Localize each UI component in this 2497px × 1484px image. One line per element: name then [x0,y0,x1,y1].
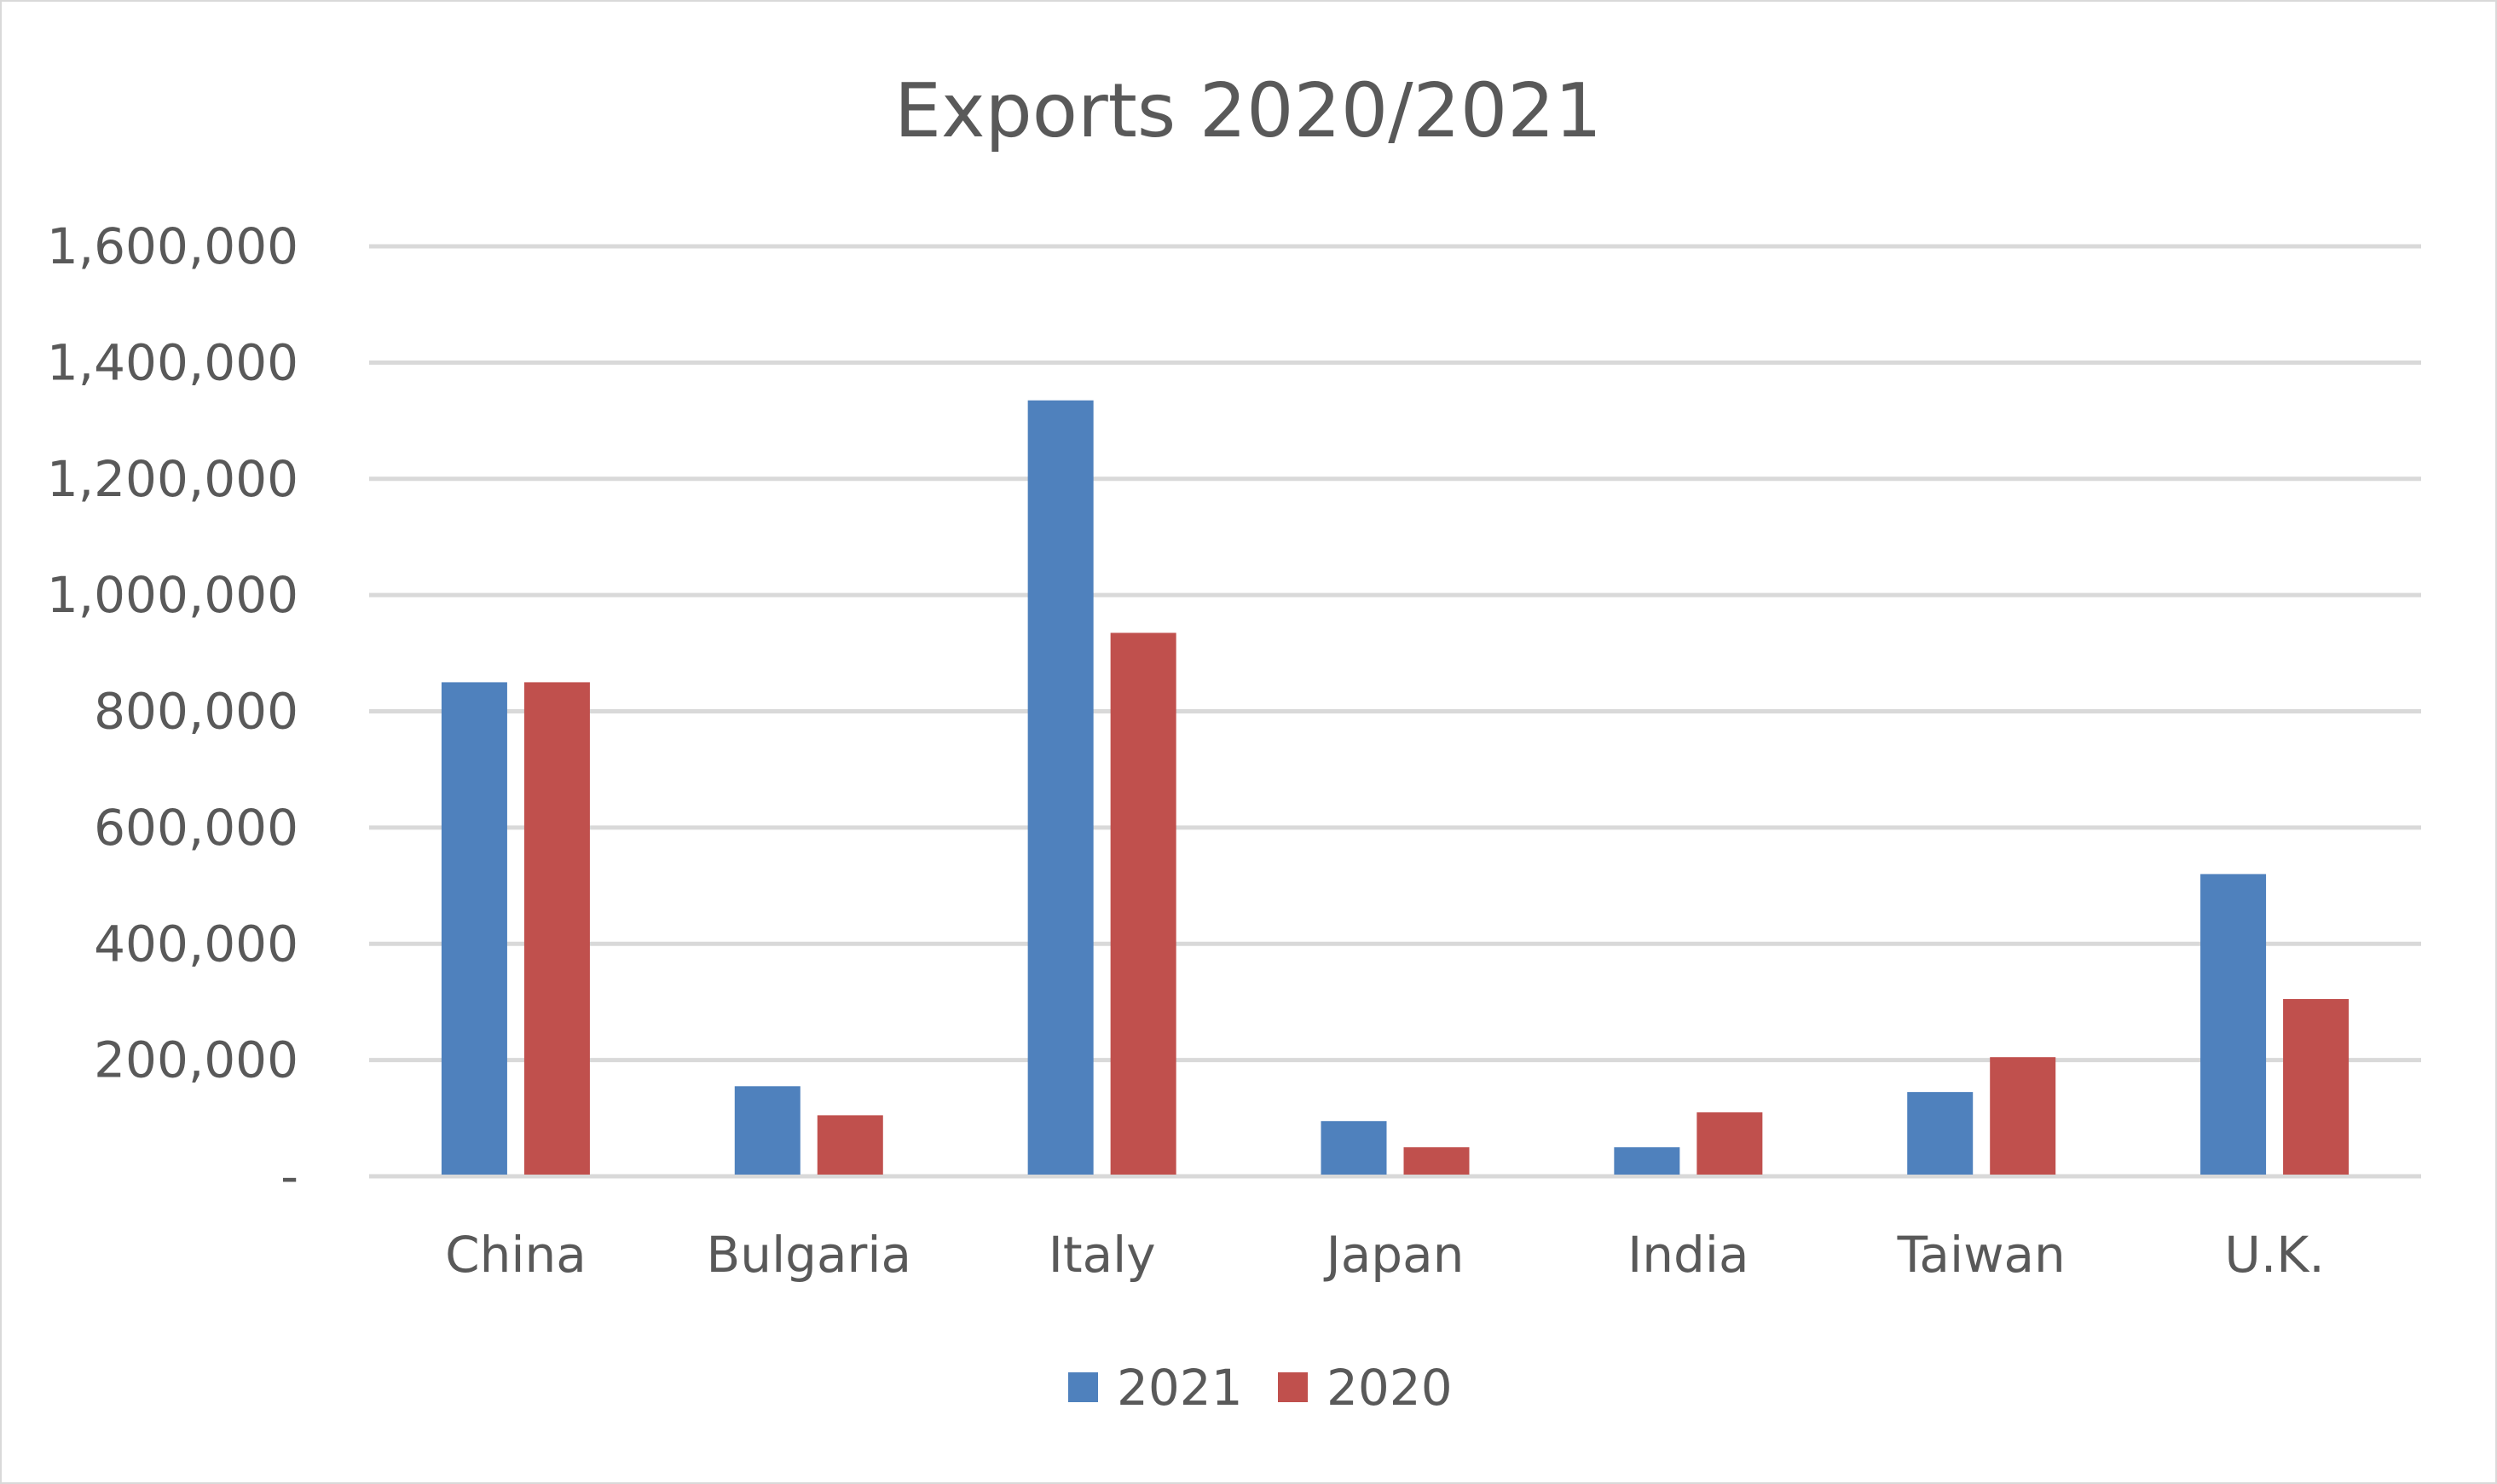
y-tick-label: 600,000 [94,799,298,857]
bar-2021-china [441,682,507,1175]
y-tick-label: 400,000 [94,915,298,973]
x-tick-label: China [445,1226,587,1284]
y-tick-label: - [280,1147,298,1205]
bar-2020-u-k [2283,999,2350,1175]
bars [441,400,2350,1175]
y-tick-label: 200,000 [94,1031,298,1089]
legend-label-2020: 2020 [1327,1359,1453,1417]
y-tick-label: 1,200,000 [47,450,298,508]
legend-swatch-2021 [1068,1372,1098,1402]
y-tick-label: 800,000 [94,683,298,741]
bar-2021-india [1614,1146,1680,1175]
bar-2020-india [1696,1112,1763,1175]
bar-2020-bulgaria [817,1115,883,1175]
y-axis-tick-labels: - 200,000 400,000 600,000 800,000 1,000,000 1,… [47,217,298,1205]
legend-swatch-2020 [1278,1372,1308,1402]
bar-2021-taiwan [1907,1092,1974,1175]
y-tick-label: 1,400,000 [47,333,298,391]
bar-2021-japan [1321,1121,1387,1175]
legend: 2021 2020 [1068,1359,1453,1417]
x-tick-label: U.K. [2224,1226,2324,1284]
bar-2020-japan [1403,1146,1470,1175]
bar-2021-u-k [2200,874,2267,1175]
bar-2020-china [523,682,590,1175]
y-tick-label: 1,000,000 [47,566,298,624]
x-tick-label: Japan [1324,1226,1465,1284]
x-tick-label: Bulgaria [707,1226,912,1284]
x-tick-label: Taiwan [1897,1226,2066,1284]
bar-2020-italy [1110,632,1176,1175]
x-tick-label: Italy [1049,1226,1156,1284]
bar-2020-taiwan [1990,1057,2056,1175]
legend-label-2021: 2021 [1117,1359,1243,1417]
gridlines [369,244,2421,1179]
chart-title: Exports 2020/2021 [894,67,1602,154]
x-axis-tick-labels: China Bulgaria Italy Japan India Taiwan U.K. [445,1226,2325,1284]
bar-2021-italy [1027,400,1094,1175]
x-tick-label: India [1627,1226,1748,1284]
bar-2021-bulgaria [734,1086,801,1175]
y-tick-label: 1,600,000 [47,217,298,275]
